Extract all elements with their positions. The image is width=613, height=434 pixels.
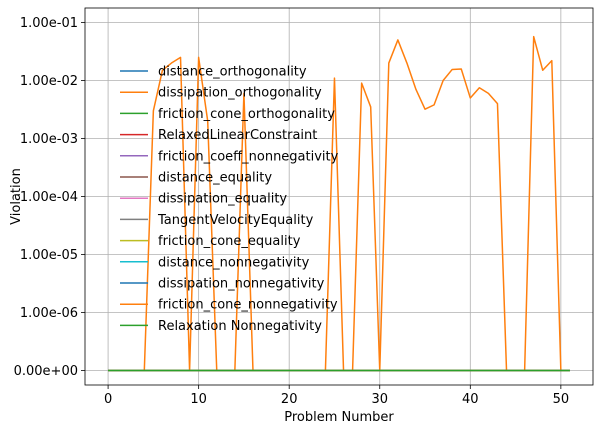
y-tick-label: 1.00e-01 bbox=[20, 16, 78, 31]
legend-entry: friction_coeff_nonnegativity bbox=[158, 149, 339, 164]
axes: 0 10 20 30 40 50 0.00e+00 1.00e-06 1.00e-05 1.00e… bbox=[14, 7, 594, 407]
y-tick-label: 1.00e-04 bbox=[20, 190, 78, 205]
legend-entry: friction_cone_orthogonality bbox=[158, 107, 335, 122]
x-tick-label: 40 bbox=[462, 392, 479, 407]
legend: distance_orthogonality dissipation_orthog… bbox=[120, 65, 339, 334]
x-tick-label: 30 bbox=[371, 392, 388, 407]
legend-entry: distance_orthogonality bbox=[158, 65, 307, 80]
legend-entry: dissipation_orthogonality bbox=[158, 86, 322, 101]
y-axis-label: Violation bbox=[9, 168, 24, 225]
y-tick-label: 0.00e+00 bbox=[14, 364, 78, 379]
legend-entry: TangentVelocityEquality bbox=[157, 213, 314, 228]
legend-entry: friction_cone_nonnegativity bbox=[158, 298, 338, 313]
x-tick-label: 50 bbox=[553, 392, 570, 407]
series-lines bbox=[108, 35, 570, 372]
legend-entry: dissipation_nonnegativity bbox=[158, 277, 325, 292]
legend-entry: RelaxedLinearConstraint bbox=[158, 128, 317, 143]
y-tick-label: 1.00e-05 bbox=[20, 248, 78, 263]
legend-entry: distance_equality bbox=[158, 171, 272, 186]
y-tick-label: 1.00e-03 bbox=[20, 132, 78, 147]
legend-entry: distance_nonnegativity bbox=[158, 255, 310, 270]
x-tick-label: 20 bbox=[281, 392, 298, 407]
legend-entry: dissipation_equality bbox=[158, 192, 287, 207]
legend-entry: friction_cone_equality bbox=[158, 234, 301, 249]
x-tick-label: 10 bbox=[190, 392, 207, 407]
x-axis-label: Problem Number bbox=[284, 410, 394, 425]
x-tick-label: 0 bbox=[104, 392, 112, 407]
grid bbox=[85, 8, 593, 385]
series-line-dissipation_orthogonality bbox=[108, 35, 570, 372]
y-tick-label: 1.00e-06 bbox=[20, 306, 78, 321]
y-tick-label: 1.00e-02 bbox=[20, 74, 78, 89]
plot-frame bbox=[84, 7, 594, 386]
legend-entry: Relaxation Nonnegativity bbox=[158, 319, 322, 334]
